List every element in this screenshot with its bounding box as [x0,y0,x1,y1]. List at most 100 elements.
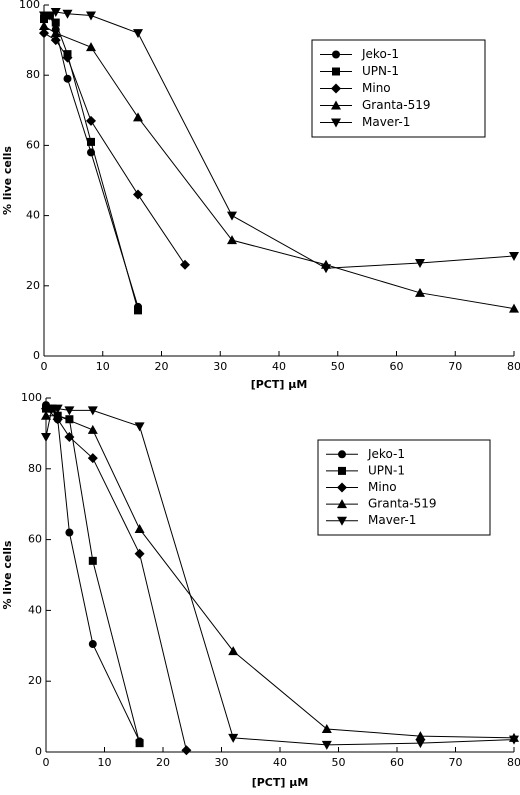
legend-marker [331,100,341,110]
legend-label: Mino [368,480,397,494]
data-point [135,739,144,748]
y-tick-label: 0 [35,745,42,758]
x-tick-label: 70 [448,360,462,373]
series-line [44,15,139,308]
data-point [51,18,60,27]
x-tick-label: 10 [98,756,112,769]
data-point [321,264,331,274]
x-tick-label: 0 [41,360,48,373]
data-point [181,745,192,756]
data-point [62,52,73,63]
data-point [133,29,143,39]
legend-label: Granta-519 [362,98,430,112]
legend-marker [338,450,346,459]
y-tick-label: 100 [21,391,42,404]
y-axis-label: % live cells [1,540,14,609]
legend-label: UPN-1 [362,64,399,78]
legend-marker [331,83,341,94]
legend-label: Maver-1 [362,115,410,129]
legend-marker [337,499,347,509]
x-tick-label: 0 [43,756,50,769]
data-point [134,306,142,315]
data-point [415,287,425,297]
data-point [64,431,75,442]
data-point [509,303,519,313]
series-line [45,408,187,751]
legend-box [311,39,486,138]
data-point [133,112,143,122]
x-tick-label: 60 [390,360,404,373]
data-point [50,8,61,18]
data-point [180,259,190,270]
x-tick-label: 70 [449,756,463,769]
series-line [45,408,515,746]
data-point [88,640,97,649]
data-point [87,453,98,464]
y-tick-label: 100 [19,0,40,11]
data-point [227,235,237,245]
data-point [509,735,519,745]
series-line [43,25,515,310]
y-tick-label: 40 [28,603,42,616]
data-point [134,523,145,533]
x-tick-label: 40 [273,756,287,769]
y-tick-label: 80 [28,462,42,475]
y-tick-label: 0 [33,349,40,362]
data-point [228,733,239,743]
data-point [86,11,96,21]
x-tick-label: 20 [156,756,170,769]
y-tick-label: 20 [26,279,40,292]
x-tick-label: 30 [215,756,229,769]
legend-marker [332,50,340,59]
data-point [88,556,97,565]
data-point [41,410,51,420]
x-tick-label: 80 [507,756,520,769]
data-point [415,739,426,749]
data-point [65,528,74,537]
legend-marker [337,516,347,526]
data-point [415,731,426,741]
data-point [134,422,145,432]
data-point [134,548,145,559]
x-tick-label: 30 [213,360,227,373]
data-point [65,415,74,424]
x-tick-label: 10 [96,360,110,373]
data-point [44,11,55,21]
data-point [87,424,98,434]
data-point [228,646,239,656]
legend-marker [331,118,341,128]
data-point [87,137,95,146]
x-tick-label: 50 [332,756,346,769]
data-point [321,740,332,750]
data-point [39,28,49,39]
data-point [52,404,63,414]
y-tick-label: 60 [28,533,42,546]
data-point [63,74,72,83]
y-tick-label: 40 [26,209,40,222]
data-point [52,410,63,420]
legend-label: Mino [362,81,391,95]
legend-label: UPN-1 [368,463,405,477]
data-point [509,251,519,261]
x-axis-label: [PCT] μM [251,378,308,391]
x-tick-label: 20 [155,360,169,373]
y-axis-label: % live cells [1,146,14,215]
legend-label: Jeko-1 [367,447,405,461]
x-axis-label: [PCT] μM [252,776,309,789]
x-tick-label: 40 [272,360,286,373]
data-point [133,189,143,200]
legend-marker [332,67,340,76]
x-tick-label: 60 [390,756,404,769]
x-tick-label: 50 [331,360,345,373]
y-tick-label: 60 [26,138,40,151]
legend-label: Jeko-1 [361,47,399,61]
data-point [227,211,237,221]
data-point [41,432,51,442]
data-point [39,21,49,31]
legend-marker [338,466,346,475]
legend-label: Granta-519 [368,497,436,511]
y-tick-label: 80 [26,68,40,81]
y-tick-label: 20 [28,674,42,687]
legend-label: Maver-1 [368,513,416,527]
